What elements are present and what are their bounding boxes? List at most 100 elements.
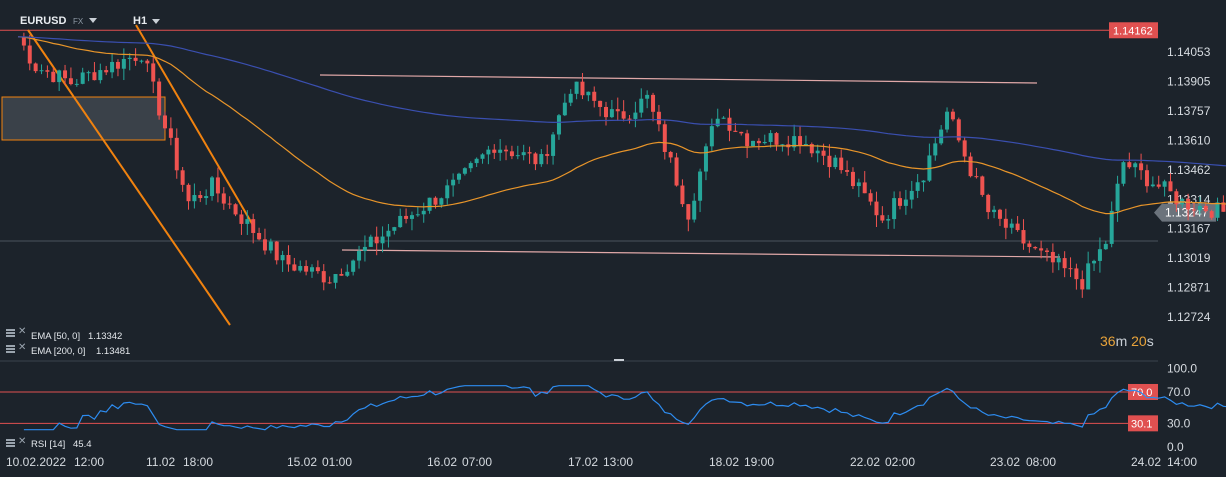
candle-body [1174, 191, 1179, 205]
candle-body [292, 264, 297, 271]
candle-body [1033, 246, 1038, 249]
candle-body [1133, 163, 1138, 168]
rsi-oversold-label: 30.1 [1131, 418, 1152, 430]
candle-body [310, 267, 314, 272]
candle-body [592, 91, 597, 101]
pane-resize-handle[interactable] [614, 359, 624, 361]
countdown-minutes: 36 [1100, 333, 1116, 349]
candle-body [1197, 205, 1202, 211]
rsi-label: RSI [14] [31, 439, 66, 450]
candle-body [74, 83, 79, 85]
candle-body [145, 60, 150, 64]
candle-body [1203, 205, 1208, 212]
timeframe-dropdown-icon[interactable] [152, 19, 160, 24]
candle-body [174, 137, 179, 171]
candle-body [368, 236, 373, 247]
ema50-close-icon[interactable]: ✕ [18, 326, 27, 337]
candle-body [386, 230, 391, 237]
candle-body [656, 111, 661, 125]
x-tick-3: 18:00 [183, 455, 214, 469]
y-tick-0: 1.14053 [1167, 45, 1211, 59]
candle-body [686, 204, 691, 220]
supply-zone[interactable] [1, 96, 166, 141]
candle-body [780, 144, 785, 146]
rsi-menu-icon[interactable] [6, 439, 15, 447]
candle-body [227, 203, 232, 205]
candle-body [168, 128, 173, 138]
candle-body [945, 111, 950, 130]
candle-body [915, 182, 920, 191]
candle-body [321, 271, 326, 283]
candle-body [798, 136, 803, 146]
candle-body [986, 194, 991, 213]
candle-body [233, 204, 238, 215]
ema200-menu-icon[interactable] [6, 345, 15, 353]
candle-body [850, 171, 855, 187]
candle-body [774, 133, 779, 145]
candle-body [1186, 198, 1191, 210]
candle-body [868, 193, 873, 202]
candle-body [974, 176, 979, 178]
candle-body [133, 57, 138, 61]
candle-body [845, 170, 850, 172]
level-price-tag[interactable] [1109, 22, 1158, 39]
candle-body [1215, 202, 1220, 218]
candle-body [751, 140, 755, 147]
candle-body [939, 129, 944, 144]
candle-body [586, 91, 591, 96]
timeframe-label[interactable]: H1 [133, 15, 148, 27]
candle-body [415, 214, 420, 216]
ema200-close-icon[interactable]: ✕ [18, 342, 27, 353]
candle-body [909, 190, 914, 200]
ema50-menu-icon[interactable] [6, 329, 15, 337]
candle-body [351, 260, 356, 272]
candle-body [333, 274, 338, 283]
candle-body [1062, 258, 1067, 269]
candle-body [521, 152, 526, 156]
candle-body [615, 109, 620, 112]
candle-body [68, 78, 73, 85]
candle-body [186, 184, 191, 202]
rsi-y-tick-2: 30.0 [1167, 416, 1191, 430]
candle-body [110, 61, 115, 73]
x-tick-11: 19:00 [744, 455, 775, 469]
symbol-label[interactable]: EURUSD [20, 15, 67, 27]
candle-body [57, 70, 62, 83]
candle-body [80, 72, 85, 84]
trend-line-lower[interactable] [27, 29, 231, 326]
y-tick-7: 1.13019 [1167, 251, 1211, 265]
channel-bottom-line[interactable] [341, 249, 1061, 258]
candle-body [551, 134, 556, 156]
candle-body [304, 266, 309, 272]
ema50-line [17, 36, 1226, 215]
candle-body [862, 182, 867, 194]
candle-body [1056, 258, 1061, 263]
candle-body [457, 173, 461, 180]
y-tick-4: 1.13462 [1167, 163, 1211, 177]
candle-body [151, 63, 156, 82]
x-tick-6: 16.02 [427, 455, 458, 469]
candle-body [892, 198, 897, 220]
candle-body [409, 215, 414, 219]
candle-body [733, 130, 738, 132]
symbol-dropdown-icon[interactable] [89, 18, 97, 23]
candle-body [427, 197, 432, 211]
trend-line-upper[interactable] [135, 24, 255, 228]
candle-body [1127, 162, 1132, 168]
rsi-close-icon[interactable]: ✕ [18, 436, 27, 447]
candle-body [439, 198, 444, 205]
candle-body [374, 236, 379, 244]
candle-body [539, 154, 544, 165]
candle-body [433, 197, 438, 205]
candle-body [1150, 184, 1155, 187]
candle-body [1144, 170, 1149, 187]
candle-body [1115, 183, 1120, 211]
candle-body [1015, 223, 1020, 231]
candle-body [127, 57, 132, 59]
candle-body [392, 227, 397, 231]
candle-body [815, 150, 820, 154]
channel-top-line[interactable] [319, 74, 1038, 84]
x-tick-9: 13:00 [603, 455, 634, 469]
